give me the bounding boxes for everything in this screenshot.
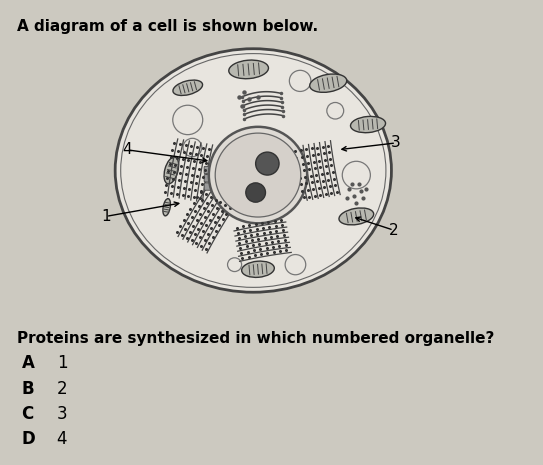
Ellipse shape [310, 74, 347, 93]
Text: B: B [22, 380, 34, 398]
Text: D: D [22, 430, 35, 448]
Text: 2: 2 [56, 380, 67, 398]
Ellipse shape [163, 199, 171, 216]
Text: C: C [22, 405, 34, 423]
Circle shape [289, 70, 311, 92]
Ellipse shape [351, 116, 386, 133]
Text: 1: 1 [101, 209, 111, 224]
Ellipse shape [242, 261, 274, 278]
FancyBboxPatch shape [204, 175, 223, 182]
Ellipse shape [246, 183, 266, 202]
Text: 1: 1 [56, 354, 67, 372]
Ellipse shape [115, 49, 392, 292]
Text: A diagram of a cell is shown below.: A diagram of a cell is shown below. [17, 19, 318, 34]
Circle shape [342, 161, 370, 189]
Circle shape [173, 105, 203, 135]
Circle shape [327, 102, 344, 119]
Ellipse shape [173, 80, 203, 95]
Text: 4: 4 [56, 430, 67, 448]
Text: 3: 3 [392, 135, 401, 150]
Ellipse shape [215, 133, 301, 217]
Text: 2: 2 [389, 223, 399, 238]
Ellipse shape [164, 157, 179, 184]
Circle shape [285, 254, 306, 275]
Text: Proteins are synthesized in which numbered organelle?: Proteins are synthesized in which number… [17, 331, 494, 346]
Ellipse shape [209, 127, 307, 223]
Ellipse shape [256, 152, 279, 175]
Text: 3: 3 [56, 405, 67, 423]
Circle shape [183, 138, 202, 157]
Text: A: A [22, 354, 34, 372]
Ellipse shape [229, 60, 268, 79]
Text: 4: 4 [122, 142, 132, 157]
FancyBboxPatch shape [204, 183, 223, 190]
Ellipse shape [339, 208, 374, 225]
FancyBboxPatch shape [204, 166, 223, 174]
Circle shape [228, 258, 242, 272]
